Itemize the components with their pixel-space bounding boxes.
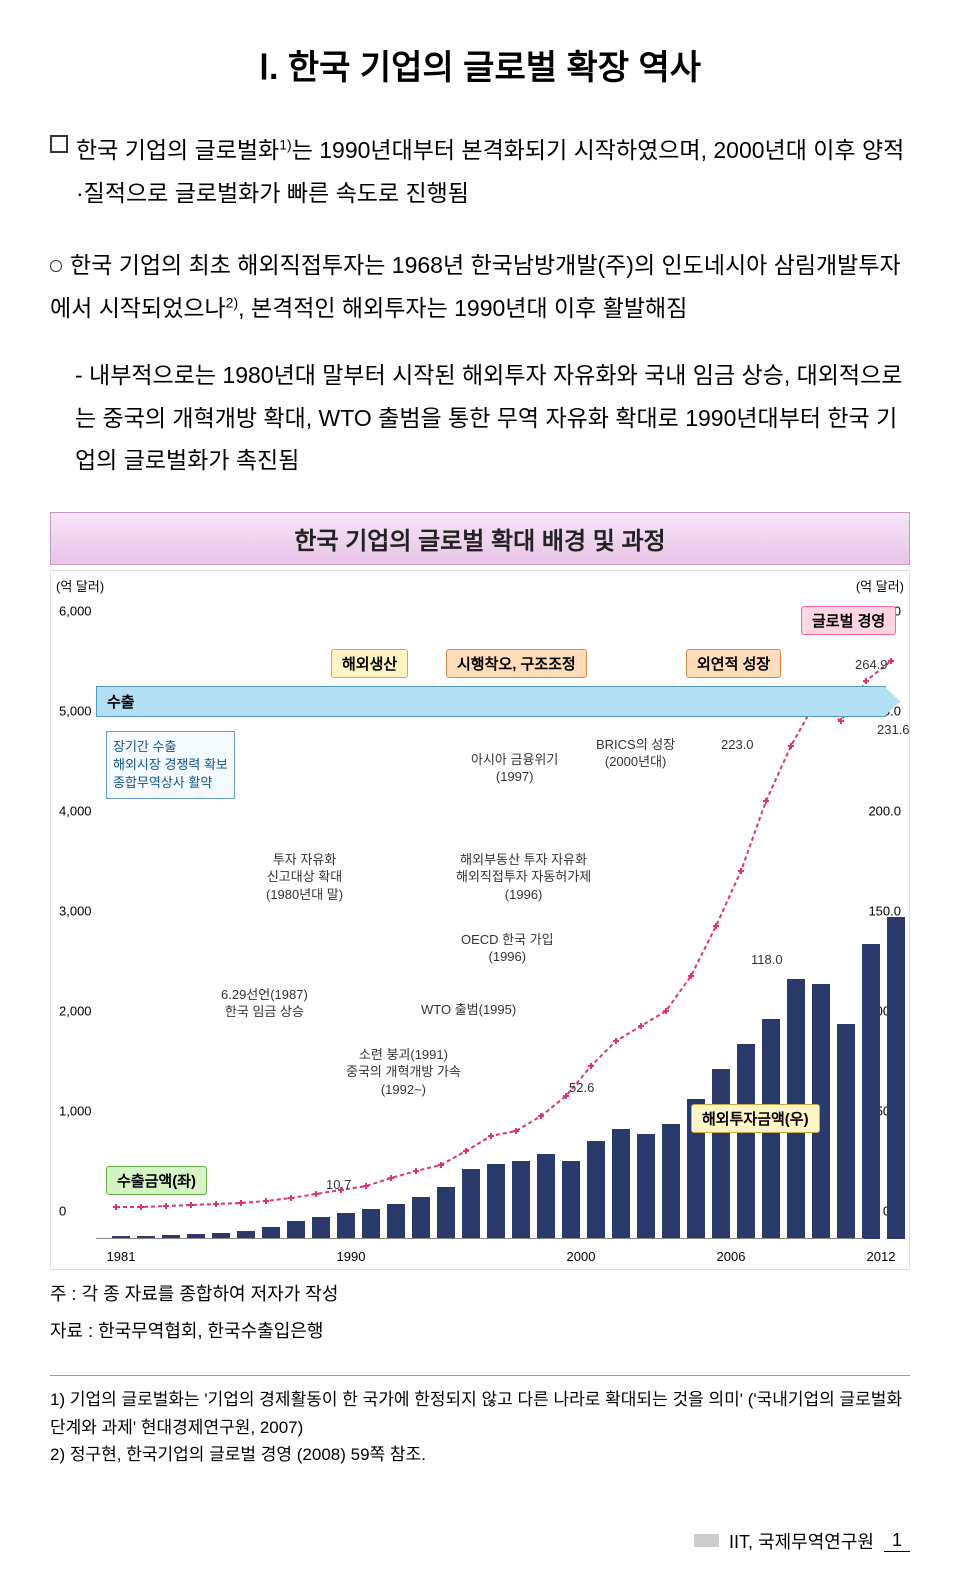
- ytick-left: 2,000: [59, 1003, 92, 1018]
- t: 종합무역상사 활약: [113, 774, 228, 792]
- phase-tag: 해외생산: [331, 649, 408, 678]
- footnote-1: 1) 기업의 글로벌화는 '기업의 경제활동이 한 국가에 한정되지 않고 다른…: [50, 1386, 910, 1440]
- value-label: 223.0: [721, 736, 754, 754]
- chart-annotation: 6.29선언(1987) 한국 임금 상승: [221, 986, 308, 1021]
- bar-column: [337, 1213, 355, 1239]
- bar-column: [587, 1141, 605, 1239]
- page-footer: IIT, 국제무역연구원 1: [50, 1528, 910, 1554]
- chart-annotation: 소련 붕괴(1991) 중국의 개혁개방 가속 (1992~): [346, 1046, 461, 1099]
- footer-org: IIT, 국제무역연구원: [729, 1528, 874, 1554]
- chart-note-2: 자료 : 한국무역협회, 한국수출입은행: [50, 1317, 910, 1346]
- ytick-left: 5,000: [59, 703, 92, 718]
- chart-annotation: BRICS의 성장 (2000년대): [596, 736, 675, 771]
- phase-tag: 외연적 성장: [686, 649, 781, 678]
- footer-page-number: 1: [884, 1530, 910, 1552]
- bar-column: [412, 1197, 430, 1239]
- xtick: 1981: [107, 1249, 136, 1264]
- bar-column: [612, 1129, 630, 1239]
- xtick: 2012: [867, 1249, 896, 1264]
- bar-column: [487, 1164, 505, 1239]
- bar-column: [462, 1169, 480, 1239]
- chart-note-1: 주 : 각 종 자료를 종합하여 저자가 작성: [50, 1280, 910, 1309]
- summary-block: 한국 기업의 글로벌화1)는 1990년대부터 본격화되기 시작하였으며, 20…: [50, 129, 910, 214]
- bar-column: [562, 1161, 580, 1239]
- sup: 1): [279, 136, 291, 152]
- bar-column: [537, 1154, 555, 1239]
- chart: (억 달러) (억 달러) 6,000 5,000 4,000 3,000 2,000 1…: [50, 570, 910, 1270]
- ytick-right: 200.0: [868, 803, 901, 818]
- footnote-2: 2) 정구현, 한국기업의 글로벌 경영 (2008) 59쪽 참조.: [50, 1441, 910, 1468]
- bar-column: [387, 1204, 405, 1239]
- ytick-left: 0: [59, 1203, 66, 1218]
- value-label: 52.6: [569, 1079, 594, 1097]
- xtick: 2000: [567, 1249, 596, 1264]
- xtick: 1990: [337, 1249, 366, 1264]
- x-axis-line: [96, 1238, 864, 1239]
- export-arrow-bar: 수출: [96, 686, 886, 717]
- t: 수출: [107, 691, 135, 712]
- square-bullet-icon: [50, 135, 68, 153]
- chart-title: 한국 기업의 글로벌 확대 배경 및 과정: [50, 512, 910, 565]
- phase-tag: 글로벌 경영: [801, 606, 896, 635]
- paragraph-3: - 내부적으로는 1980년대 말부터 시작된 해외투자 자유화와 국내 임금 …: [50, 354, 910, 482]
- ytick-left: 6,000: [59, 603, 92, 618]
- bar-column: [662, 1124, 680, 1239]
- value-label: 231.6: [877, 721, 910, 739]
- chart-annotation: 투자 자유화 신고대상 확대 (1980년대 말): [266, 851, 343, 904]
- chart-annotation: 해외부동산 투자 자유화 해외직접투자 자동허가제 (1996): [456, 851, 591, 904]
- paragraph-2: 한국 기업의 최초 해외직접투자는 1968년 한국남방개발(주)의 인도네시아…: [50, 244, 910, 329]
- ytick-left: 3,000: [59, 903, 92, 918]
- footnotes: 1) 기업의 글로벌화는 '기업의 경제활동이 한 국가에 한정되지 않고 다른…: [50, 1375, 910, 1468]
- bar-column: [437, 1187, 455, 1239]
- bar-column: [862, 944, 880, 1239]
- xtick: 2006: [717, 1249, 746, 1264]
- bar-column: [887, 917, 905, 1239]
- value-label: 118.0: [751, 951, 783, 969]
- t: 장기간 수출: [113, 738, 228, 756]
- circle-bullet-icon: [50, 260, 62, 272]
- page-title: Ⅰ. 한국 기업의 글로벌 확장 역사: [50, 40, 910, 89]
- bar-column: [637, 1134, 655, 1239]
- t: 해외시장 경쟁력 확보: [113, 756, 228, 774]
- bar-column: [837, 1024, 855, 1239]
- footer-bar-icon: [694, 1534, 719, 1547]
- left-axis-unit: (억 달러): [56, 576, 104, 595]
- bar-column: [287, 1221, 305, 1239]
- chart-annotation: OECD 한국 가입 (1996): [461, 931, 554, 966]
- info-box: 장기간 수출 해외시장 경쟁력 확보 종합무역상사 활약: [106, 731, 235, 800]
- ytick-left: 4,000: [59, 803, 92, 818]
- bar-column: [312, 1217, 330, 1239]
- value-label: 264.9: [855, 656, 888, 674]
- summary-text: 한국 기업의 글로벌화1)는 1990년대부터 본격화되기 시작하였으며, 20…: [76, 129, 910, 214]
- value-label: 10.7: [326, 1176, 351, 1194]
- phase-tag: 시행착오, 구조조정: [446, 649, 587, 678]
- bar-column: [712, 1069, 730, 1239]
- t: 한국 기업의 글로벌화: [76, 137, 279, 163]
- right-axis-unit: (억 달러): [856, 576, 904, 595]
- chart-annotation: 아시아 금융위기 (1997): [471, 751, 558, 786]
- phase-tag: 해외투자금액(우): [691, 1104, 820, 1133]
- chart-annotation: WTO 출범(1995): [421, 1001, 516, 1019]
- ytick-left: 1,000: [59, 1103, 92, 1118]
- phase-tag: 수출금액(좌): [106, 1166, 207, 1195]
- bar-column: [737, 1044, 755, 1239]
- t: , 본격적인 해외투자는 1990년대 이후 활발해짐: [238, 295, 687, 321]
- sup: 2): [226, 294, 238, 310]
- bar-column: [362, 1209, 380, 1239]
- bar-column: [512, 1161, 530, 1239]
